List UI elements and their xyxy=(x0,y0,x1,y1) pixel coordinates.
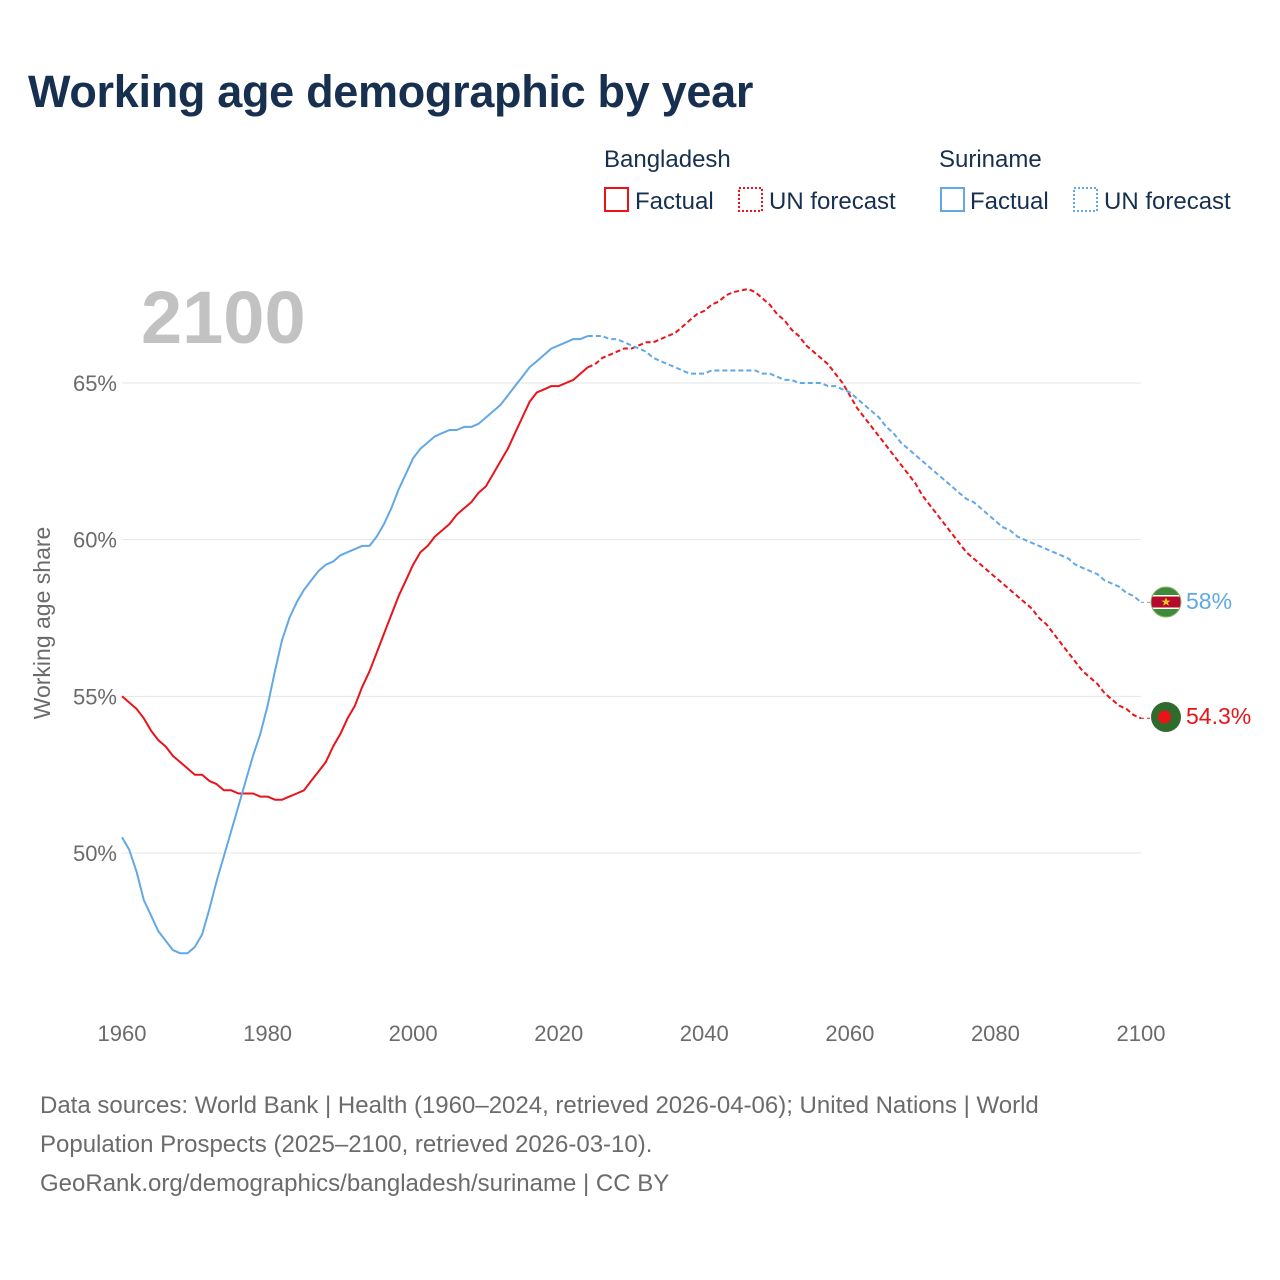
x-axis-ticks: 1960 1980 2000 2020 2040 2060 2080 2100 xyxy=(98,1021,1166,1046)
year-display: 2100 xyxy=(141,276,306,359)
bangladesh-forecast-line xyxy=(587,287,1142,720)
x-tick-label: 2040 xyxy=(680,1021,729,1046)
x-tick-label: 2080 xyxy=(971,1021,1020,1046)
suriname-end-value-label: 58% xyxy=(1186,588,1232,614)
bangladesh-flag-icon xyxy=(1151,702,1181,732)
x-tick-label: 1980 xyxy=(243,1021,292,1046)
legend-bangladesh-factual-swatch xyxy=(604,187,629,212)
suriname-flag-icon xyxy=(1150,586,1182,618)
x-tick-label: 2000 xyxy=(389,1021,438,1046)
legend-group-bangladesh-title: Bangladesh xyxy=(604,146,731,173)
legend-suriname-factual-swatch xyxy=(940,187,965,212)
bangladesh-end-value-label: 54.3% xyxy=(1186,703,1251,729)
x-tick-label: 1960 xyxy=(98,1021,147,1046)
suriname-forecast-line xyxy=(587,335,1142,604)
legend-bangladesh-factual-label: Factual xyxy=(635,188,714,215)
y-axis-label: Working age share xyxy=(29,527,55,720)
y-tick-label: 60% xyxy=(73,528,117,553)
legend: Bangladesh Factual UN forecast Suriname … xyxy=(604,146,1231,215)
line-chart: Bangladesh Factual UN forecast Suriname … xyxy=(29,146,1251,1046)
x-tick-label: 2060 xyxy=(825,1021,874,1046)
footer-line-3: GeoRank.org/demographics/bangladesh/suri… xyxy=(40,1170,670,1197)
y-axis-ticks: 50% 55% 60% 65% xyxy=(73,371,117,866)
legend-suriname-forecast-label: UN forecast xyxy=(1104,188,1231,215)
y-tick-label: 50% xyxy=(73,841,117,866)
legend-suriname-forecast-swatch xyxy=(1073,187,1098,212)
legend-group-suriname-title: Suriname xyxy=(939,146,1042,173)
legend-bangladesh-forecast-swatch xyxy=(738,187,763,212)
footer-line-2: Population Prospects (2025–2100, retriev… xyxy=(40,1131,653,1158)
suriname-factual-line xyxy=(121,335,589,955)
y-tick-label: 55% xyxy=(73,684,117,709)
x-tick-label: 2100 xyxy=(1117,1021,1166,1046)
data-source-footer: Data sources: World Bank | Health (1960–… xyxy=(40,1086,1220,1203)
x-tick-label: 2020 xyxy=(534,1021,583,1046)
gridlines xyxy=(122,382,1141,854)
chart-title: Working age demographic by year xyxy=(28,66,754,117)
legend-bangladesh-forecast-label: UN forecast xyxy=(769,188,896,215)
legend-suriname-factual-label: Factual xyxy=(970,188,1049,215)
bangladesh-factual-line xyxy=(121,366,589,801)
series-lines xyxy=(121,287,1151,955)
y-tick-label: 65% xyxy=(73,371,117,396)
footer-line-1: Data sources: World Bank | Health (1960–… xyxy=(40,1092,1039,1119)
